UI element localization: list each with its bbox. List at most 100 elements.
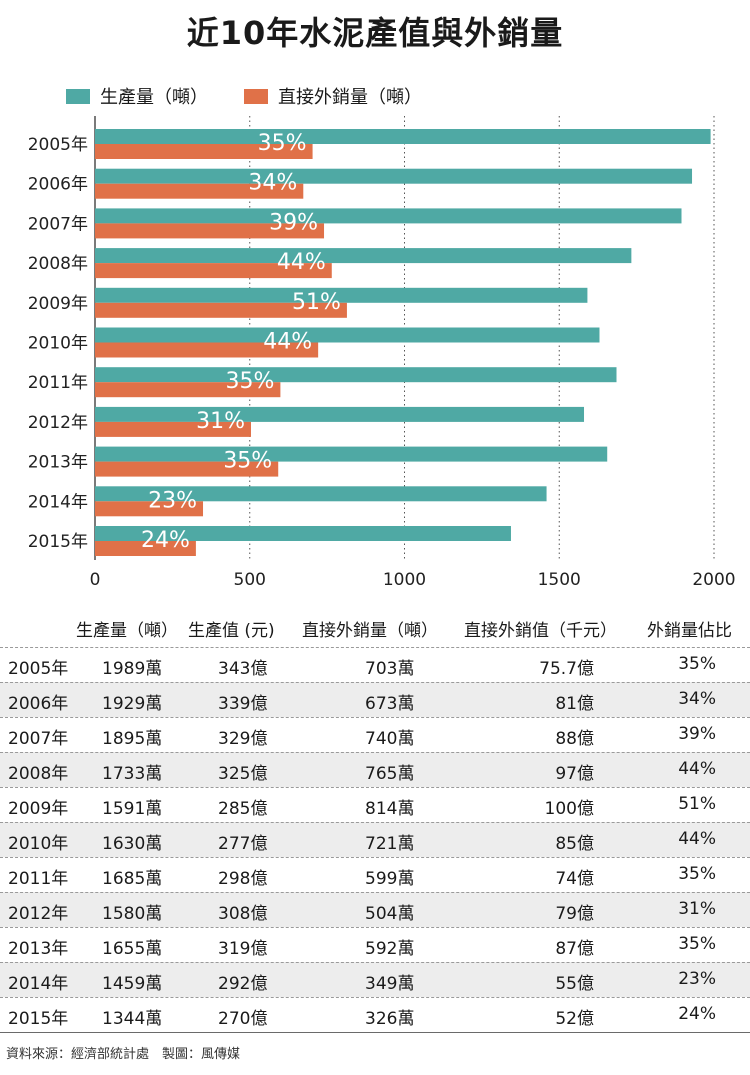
category-label: 2012年 (28, 413, 88, 433)
cell-export-ratio: 34% (678, 689, 716, 709)
cell-production: 1655萬 (102, 939, 163, 959)
cell-production-value: 308億 (218, 904, 268, 924)
cell-production: 1580萬 (102, 904, 163, 924)
header-export-ratio: 外銷量佔比 (647, 621, 732, 641)
cell-year: 2006年 (8, 694, 69, 714)
cell-export-value: 97億 (555, 764, 594, 784)
bar-export (95, 223, 325, 239)
cell-export-ratio: 44% (678, 829, 716, 849)
x-tick-label: 1000 (383, 570, 426, 590)
legend-label-export: 直接外銷量（噸） (278, 87, 422, 108)
table-row: 2014年 1459萬 292億 349萬 55億 23% (0, 962, 750, 997)
cell-production: 1733萬 (102, 764, 163, 784)
cell-year: 2007年 (8, 729, 69, 749)
cell-year: 2012年 (8, 904, 69, 924)
cell-year: 2009年 (8, 799, 69, 819)
cell-export: 599萬 (365, 869, 415, 889)
bar-production (95, 446, 608, 462)
cell-export: 765萬 (365, 764, 415, 784)
cell-production-value: 319億 (218, 939, 268, 959)
cell-production-value: 343億 (218, 659, 268, 679)
bar-export (95, 302, 347, 318)
bar-export (95, 144, 313, 159)
table-row: 2007年 1895萬 329億 740萬 88億 39% (0, 717, 750, 752)
bar-production (95, 287, 588, 303)
table-row: 2010年 1630萬 277億 721萬 85億 44% (0, 822, 750, 857)
cell-export-value: 81億 (555, 694, 594, 714)
bar-production (95, 168, 693, 184)
bar-export (95, 501, 204, 517)
cell-export-value: 88億 (555, 729, 594, 749)
bar-export (95, 421, 251, 437)
cell-export-ratio: 44% (678, 759, 716, 779)
table-row: 2012年 1580萬 308億 504萬 79億 31% (0, 892, 750, 927)
category-label: 2007年 (28, 214, 88, 234)
category-label: 2011年 (28, 373, 88, 393)
bar-export (95, 183, 304, 199)
header-production: 生產量（噸） (76, 621, 178, 641)
bar-export (95, 541, 196, 556)
cell-year: 2014年 (8, 974, 69, 994)
bar-chart: 0 500 1000 1500 2000 2005年 35% 2006年 34% 2007年 39%… (28, 116, 736, 590)
cell-production-value: 329億 (218, 729, 268, 749)
cell-production: 1929萬 (102, 694, 163, 714)
cell-export-ratio: 31% (678, 899, 716, 919)
header-production-value: 生產值 (元) (188, 621, 275, 641)
cell-export-ratio: 24% (678, 1004, 716, 1024)
category-label: 2008年 (28, 254, 88, 274)
category-label: 2014年 (28, 492, 88, 512)
table-row: 2008年 1733萬 325億 765萬 97億 44% (0, 752, 750, 787)
cell-year: 2005年 (8, 659, 69, 679)
bar-data-label: 23% (148, 488, 197, 513)
table-row: 2011年 1685萬 298億 599萬 74億 35% (0, 857, 750, 892)
cell-export-value: 100億 (544, 799, 594, 819)
category-label: 2015年 (28, 532, 88, 552)
cell-export-ratio: 35% (678, 864, 716, 884)
cell-production-value: 285億 (218, 799, 268, 819)
table-row: 2015年 1344萬 270億 326萬 52億 24% (0, 997, 750, 1033)
cell-production-value: 277億 (218, 834, 268, 854)
cell-production-value: 270億 (218, 1009, 268, 1029)
bar-data-label: 34% (248, 171, 297, 196)
cell-production: 1630萬 (102, 834, 163, 854)
x-tick-label: 0 (90, 570, 101, 590)
table-row: 2006年 1929萬 339億 673萬 81億 34% (0, 682, 750, 717)
bar-production (95, 406, 585, 422)
cell-export: 326萬 (365, 1009, 415, 1029)
cell-export-value: 52億 (555, 1009, 594, 1029)
cell-year: 2010年 (8, 834, 69, 854)
cell-export-value: 55億 (555, 974, 594, 994)
category-label: 2013年 (28, 453, 88, 473)
cell-production: 1989萬 (102, 659, 163, 679)
chart-title: 近10年水泥產值與外銷量 (186, 14, 564, 52)
bar-data-label: 24% (141, 528, 190, 553)
cell-export-ratio: 35% (678, 654, 716, 674)
cell-export: 740萬 (365, 729, 415, 749)
cell-production: 1895萬 (102, 729, 163, 749)
bar-data-label: 44% (263, 330, 312, 355)
table-header: 生產量（噸） 生產值 (元) 直接外銷量（噸） 直接外銷值（千元） 外銷量佔比 (0, 612, 750, 647)
bar-data-label: 31% (196, 409, 245, 434)
bar-export (95, 461, 279, 477)
bar-production (95, 327, 600, 343)
bar-data-label: 39% (269, 210, 318, 235)
cell-export: 703萬 (365, 659, 415, 679)
cell-production-value: 292億 (218, 974, 268, 994)
x-tick-label: 1500 (538, 570, 581, 590)
bar-export (95, 382, 281, 398)
cell-export-ratio: 39% (678, 724, 716, 744)
category-label: 2005年 (28, 135, 88, 155)
bar-production (95, 486, 547, 502)
cell-export: 673萬 (365, 694, 415, 714)
cell-production-value: 325億 (218, 764, 268, 784)
cell-export: 592萬 (365, 939, 415, 959)
cell-production-value: 339億 (218, 694, 268, 714)
table-row: 2009年 1591萬 285億 814萬 100億 51% (0, 787, 750, 822)
bar-data-label: 35% (258, 131, 307, 156)
cell-year: 2011年 (8, 869, 69, 889)
cell-export-ratio: 35% (678, 934, 716, 954)
category-label: 2009年 (28, 294, 88, 314)
cell-export: 721萬 (365, 834, 415, 854)
category-label: 2010年 (28, 334, 88, 354)
bar-production (95, 129, 711, 144)
